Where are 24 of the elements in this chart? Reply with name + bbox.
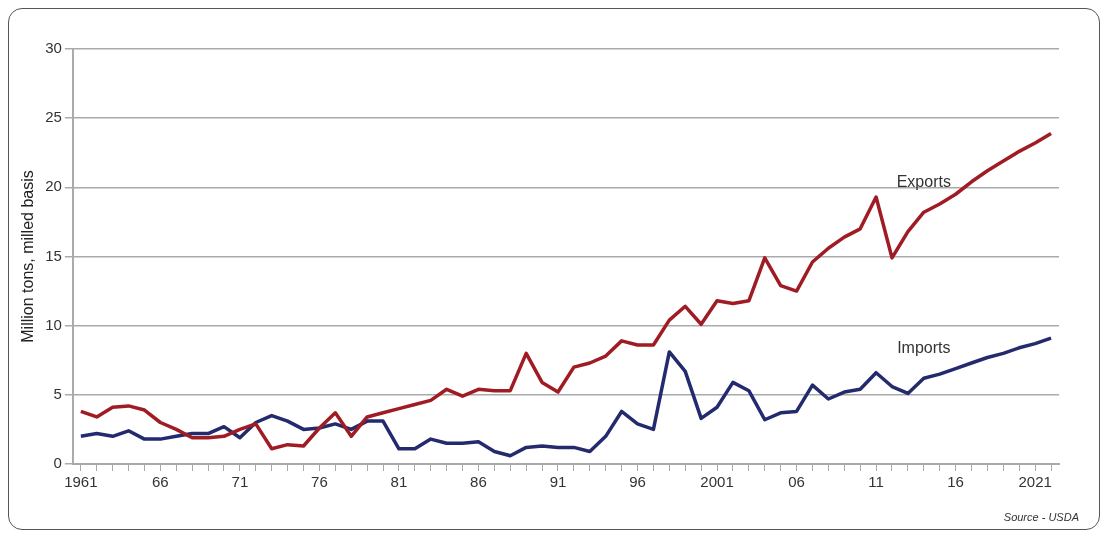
y-tick-label: 15: [45, 246, 62, 264]
x-tick-label: 16: [947, 473, 964, 491]
series-label: Exports: [896, 172, 951, 190]
x-tick-label: 66: [152, 473, 169, 491]
x-tick-label: 2021: [1018, 473, 1052, 491]
y-tick-label: 20: [45, 177, 62, 195]
y-tick-label: 25: [45, 108, 62, 126]
y-axis-title: Million tons, milled basis: [19, 170, 37, 343]
x-tick-label: 91: [549, 473, 567, 491]
x-tick-label: 1961: [64, 473, 98, 491]
y-tick-label: 5: [53, 384, 62, 402]
y-tick-label: 30: [45, 39, 62, 57]
y-tick-label: 0: [53, 454, 62, 472]
x-tick-label: 11: [868, 473, 884, 491]
x-tick-label: 2001: [700, 473, 734, 491]
x-tick-label: 71: [231, 473, 249, 491]
x-tick-label: 81: [390, 473, 408, 491]
y-tick-label: 10: [45, 315, 62, 333]
series-label: Imports: [897, 338, 951, 356]
x-tick-label: 76: [311, 473, 328, 491]
x-tick-label: 96: [629, 473, 646, 491]
source-note: Source - USDA: [1003, 511, 1079, 523]
x-tick-label: 86: [470, 473, 487, 491]
x-tick-label: 06: [788, 473, 805, 491]
